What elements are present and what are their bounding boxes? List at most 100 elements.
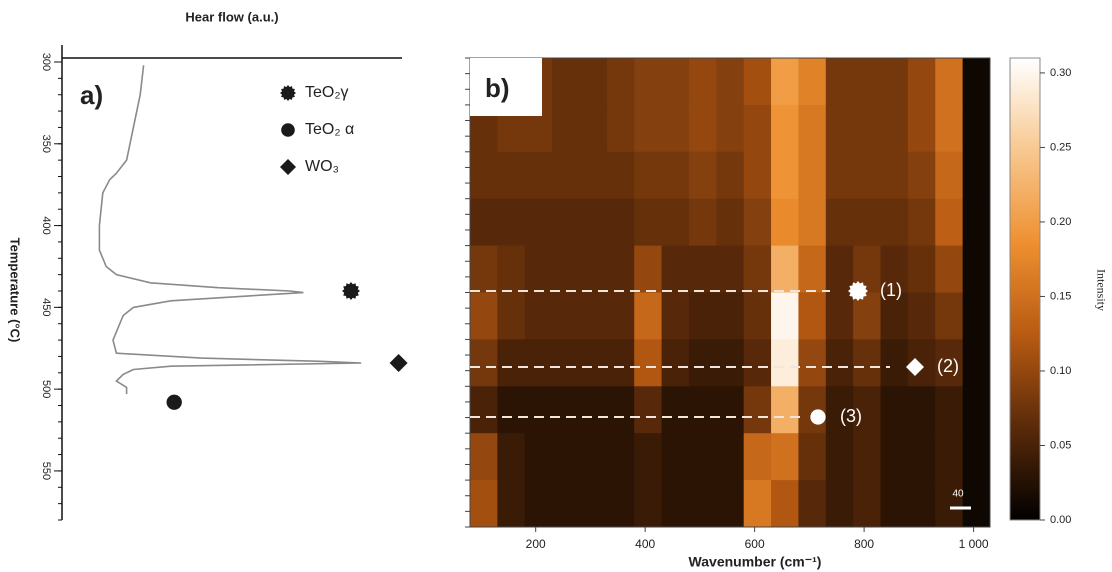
heatmap-cell <box>552 433 580 481</box>
heatmap-cell <box>825 245 854 293</box>
heatmap-cell <box>880 104 909 153</box>
heatmap-cell <box>771 433 799 481</box>
heatmap-cell <box>853 433 882 481</box>
heatmap-cell <box>552 58 580 106</box>
heatmap-cell <box>907 198 936 247</box>
heatmap-cell <box>688 104 717 153</box>
colorbar-tick-label: 0.00 <box>1050 514 1071 526</box>
y-axis-label: Temperature (°C) <box>8 238 23 343</box>
heatmap-cell <box>771 104 799 153</box>
heatmap-cell <box>880 433 909 481</box>
heatmap-cell <box>606 58 635 106</box>
heatmap-cell <box>798 433 827 481</box>
marker <box>342 282 360 300</box>
heatmap-cell <box>771 151 799 200</box>
heatmap-cell <box>935 245 964 293</box>
panel-label: b) <box>485 73 510 103</box>
heatmap-cell <box>853 151 882 200</box>
scale-label: 40 <box>952 489 964 500</box>
heatmap-cell <box>825 386 854 434</box>
annotation-marker <box>906 358 924 376</box>
heatmap-cell <box>962 198 991 247</box>
heatmap-cell <box>688 198 717 247</box>
heatmap-cell <box>962 104 991 153</box>
heatmap-cell <box>935 386 964 434</box>
y-tick-label: 550 <box>40 462 52 480</box>
heatmap-cell <box>853 386 882 434</box>
heatmap-cell <box>497 151 526 200</box>
legend-marker <box>280 85 296 101</box>
x-axis-label: Wavenumber (cm⁻¹) <box>689 554 822 570</box>
heatmap-cell <box>552 104 580 153</box>
heatmap-cell <box>579 104 608 153</box>
heatmap-cell <box>688 58 717 106</box>
heatmap-cell <box>497 433 526 481</box>
heatmap-cell <box>716 386 745 434</box>
heatmap-cell <box>798 151 827 200</box>
y-tick-label: 350 <box>40 135 52 153</box>
heatmap-cell <box>907 433 936 481</box>
heatmap-cell <box>552 292 580 340</box>
heatmap-cell <box>634 433 663 481</box>
heatmap-cell <box>661 198 690 247</box>
heatmap-cell <box>497 245 526 293</box>
heatmap-cell <box>935 292 964 340</box>
heatmap-cell <box>552 339 580 387</box>
heatmap-cell <box>497 292 526 340</box>
heatmap-cell <box>771 58 799 106</box>
heatmap-cell <box>497 480 526 528</box>
heatmap-cell <box>661 386 690 434</box>
legend-label: WO₃ <box>305 158 339 175</box>
legend-label: TeO₂γ <box>305 84 349 101</box>
heatmap-cell <box>880 292 909 340</box>
heatmap-cell <box>825 339 854 387</box>
heatmap-cell <box>661 292 690 340</box>
heatmap-cell <box>552 245 580 293</box>
x-tick-label: 200 <box>526 537 546 551</box>
heatmap-cell <box>771 339 799 387</box>
heatmap-cell <box>634 386 663 434</box>
heatmap-cell <box>688 480 717 528</box>
heatmap-cell <box>798 58 827 106</box>
heatmap-cell <box>579 245 608 293</box>
heatmap-cell <box>798 198 827 247</box>
panel-label-box <box>470 58 542 116</box>
heatmap-cell <box>470 480 498 528</box>
heatmap-cell <box>634 245 663 293</box>
heatmap-cell <box>771 198 799 247</box>
heatmap-cell <box>606 480 635 528</box>
x-axis-label: Hear flow (a.u.) <box>185 9 278 24</box>
heatmap-cell <box>634 58 663 106</box>
heatmap-cell <box>579 198 608 247</box>
heatmap-cell <box>743 245 772 293</box>
heatmap-cell <box>962 245 991 293</box>
heatmap-cell <box>825 58 854 106</box>
annotation: (2) <box>937 356 959 376</box>
heatmap-cell <box>606 104 635 153</box>
heatmap-cell <box>716 245 745 293</box>
heatmap-cell <box>634 151 663 200</box>
heatmap-cell <box>579 58 608 106</box>
heatmap-cell <box>688 292 717 340</box>
colorbar-tick-label: 0.15 <box>1050 290 1071 302</box>
heatmap-cell <box>743 433 772 481</box>
heatmap-cell <box>743 292 772 340</box>
heatmap-cell <box>661 58 690 106</box>
heatmap-cell <box>716 292 745 340</box>
heatmap-cell <box>880 58 909 106</box>
heatmap-cell <box>825 480 854 528</box>
heatmap-cell <box>880 245 909 293</box>
y-tick-label: 450 <box>40 298 52 316</box>
heatmap-cell <box>935 58 964 106</box>
legend-label: TeO₂ α <box>305 121 354 138</box>
heatmap-cell <box>524 339 553 387</box>
heatmap-cell <box>661 245 690 293</box>
heatmap-cell <box>962 480 991 528</box>
heatmap-cell <box>470 292 498 340</box>
heatmap-cell <box>771 480 799 528</box>
heatmap-cell <box>907 104 936 153</box>
colorbar-tick-label: 0.10 <box>1050 365 1071 377</box>
annotation: (3) <box>840 406 862 426</box>
heatmap-cell <box>798 104 827 153</box>
colorbar-tick-label: 0.05 <box>1050 439 1071 451</box>
